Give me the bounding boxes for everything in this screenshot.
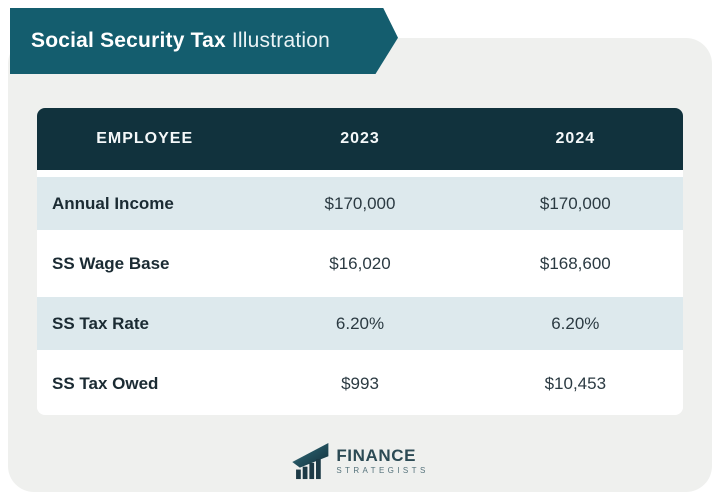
table-header-row: EMPLOYEE 2023 2024 (37, 108, 683, 170)
table-row-ss-wage-base: SS Wage Base $16,020 $168,600 (37, 237, 683, 290)
column-header-2024: 2024 (555, 130, 596, 147)
row-value-2023: $170,000 (324, 193, 396, 213)
row-label: SS Tax Rate (52, 313, 150, 333)
row-value-2024: $170,000 (539, 193, 611, 213)
row-label: SS Tax Owed (52, 373, 159, 393)
logo-subname: STRATEGISTS (336, 466, 429, 475)
row-value-2023: $993 (341, 373, 379, 393)
row-value-2024: $10,453 (544, 373, 607, 393)
row-value-2024: 6.20% (551, 313, 600, 333)
page-title: Social Security Tax Illustration (31, 29, 330, 53)
tax-table: EMPLOYEE 2023 2024 Annual Income $170,00… (37, 108, 683, 415)
logo-name: FINANCE (336, 446, 417, 465)
row-value-2024: $168,600 (539, 253, 611, 273)
column-header-employee: EMPLOYEE (96, 130, 194, 147)
finance-strategists-logo: FINANCE STRATEGISTS (291, 442, 428, 480)
table-row-annual-income: Annual Income $170,000 $170,000 (37, 177, 683, 230)
title-banner: Social Security Tax Illustration (10, 8, 398, 74)
finance-strategists-icon (292, 442, 329, 480)
column-header-2023: 2023 (340, 130, 380, 147)
row-value-2023: $16,020 (329, 253, 391, 273)
page-title-regular: Illustration (225, 29, 330, 52)
table-row-ss-tax-owed: SS Tax Owed $993 $10,453 (37, 357, 683, 410)
table-row-ss-tax-rate: SS Tax Rate 6.20% 6.20% (37, 297, 683, 350)
logo-text: FINANCE STRATEGISTS (336, 447, 428, 475)
row-label: Annual Income (52, 193, 174, 213)
row-label: SS Wage Base (52, 253, 170, 273)
page-title-bold: Social Security Tax (31, 29, 226, 52)
row-value-2023: 6.20% (335, 313, 385, 333)
